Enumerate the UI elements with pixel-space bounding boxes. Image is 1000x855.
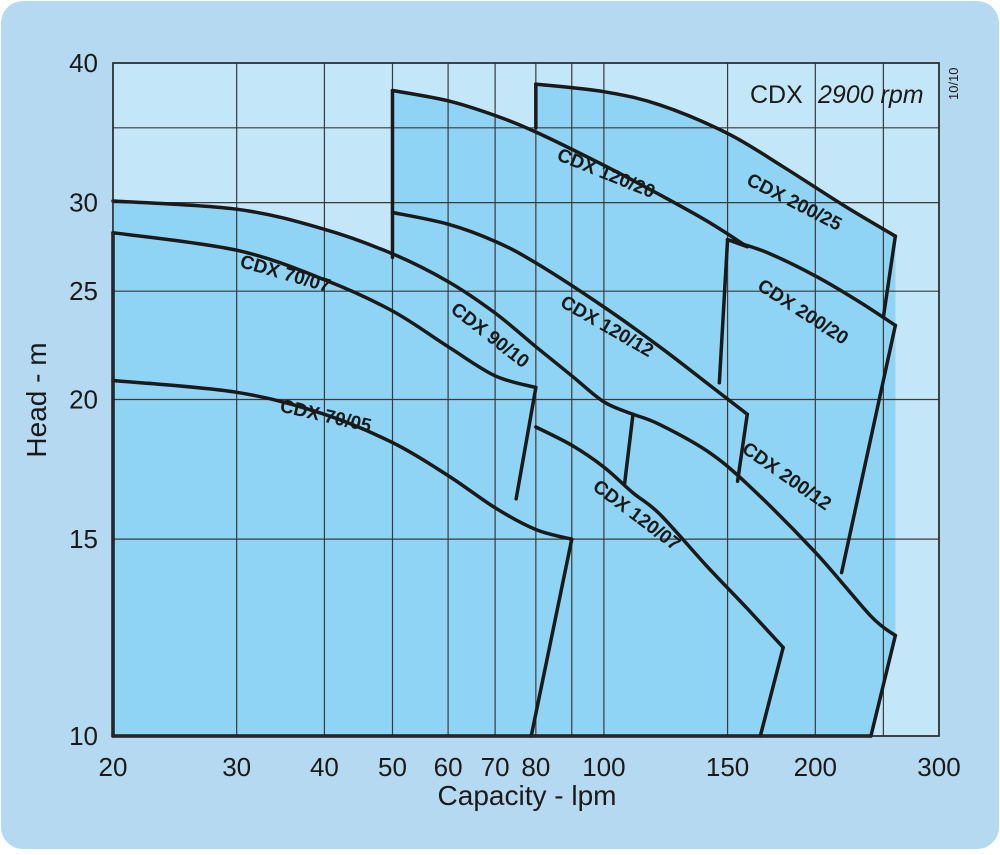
revision-label: 10/10: [946, 67, 961, 100]
y-tick-label: 30: [69, 188, 98, 218]
y-tick-label: 40: [69, 48, 98, 78]
curve-cdx-200-20: [725, 237, 898, 328]
x-tick-label: 70: [481, 752, 510, 782]
x-tick-label: 150: [706, 752, 749, 782]
region-edge: [869, 633, 898, 738]
x-tick-label: 80: [521, 752, 550, 782]
curve-cdx-70-07: [111, 230, 538, 390]
x-tick-label: 20: [99, 752, 128, 782]
x-tick-label: 200: [794, 752, 837, 782]
curve-cdx-70-05: [111, 378, 574, 541]
region-edge: [758, 645, 785, 738]
region-edge: [529, 537, 574, 738]
curve-cdx-120-20: [390, 88, 750, 249]
region-edge: [735, 412, 750, 484]
x-tick-label: 30: [222, 752, 251, 782]
chart-header-model: CDX: [750, 81, 803, 109]
y-axis-title: Head - m: [21, 342, 52, 457]
curve-cdx-200-12: [631, 412, 898, 638]
region-edge: [622, 412, 635, 486]
curve-cdx-120-12: [390, 210, 750, 417]
curve-cdx-120-07: [534, 425, 785, 650]
curve-cdx-90-10: [111, 199, 635, 417]
x-axis-title: Capacity - lpm: [438, 780, 617, 811]
region-edge: [725, 237, 750, 249]
x-tick-label: 40: [310, 752, 339, 782]
curve-cdx-200-25: [534, 82, 898, 238]
y-tick-label: 10: [69, 721, 98, 751]
region-edge: [881, 234, 898, 319]
y-tick-label: 20: [69, 385, 98, 415]
y-tick-label: 15: [69, 524, 98, 554]
x-tick-label: 100: [582, 752, 625, 782]
x-tick-label: 300: [917, 752, 960, 782]
plot-frame: [112, 62, 940, 737]
region-edge: [839, 323, 898, 575]
x-tick-label: 60: [434, 752, 463, 782]
region-large-fill: [535, 84, 896, 737]
chart-header-speed: 2900 rpm: [817, 81, 924, 109]
x-tick-label: 50: [378, 752, 407, 782]
region-edge: [514, 385, 538, 501]
y-tick-label: 25: [69, 276, 98, 306]
region-edge: [717, 237, 730, 385]
